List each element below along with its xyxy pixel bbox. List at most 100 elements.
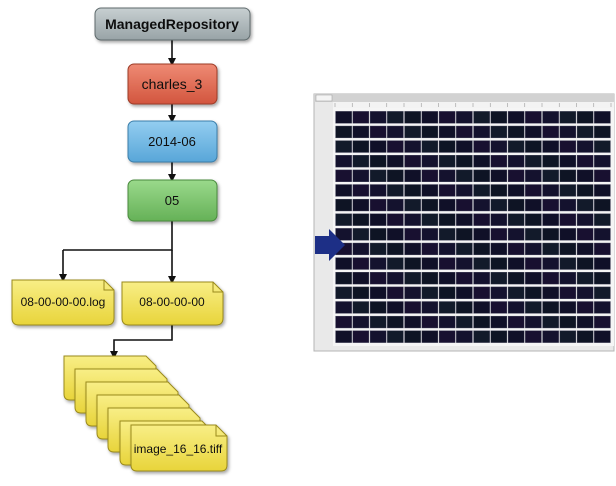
plate-well[interactable] bbox=[421, 242, 439, 256]
plate-well[interactable] bbox=[490, 301, 508, 314]
plate-well[interactable] bbox=[525, 286, 542, 299]
plate-well[interactable] bbox=[559, 228, 577, 241]
plate-well[interactable] bbox=[352, 213, 370, 226]
plate-well[interactable] bbox=[456, 272, 473, 285]
plate-well[interactable] bbox=[421, 111, 439, 124]
plate-well[interactable] bbox=[352, 125, 370, 139]
plate-well[interactable] bbox=[473, 330, 490, 343]
plate-well[interactable] bbox=[369, 111, 387, 124]
plate-well[interactable] bbox=[335, 111, 352, 124]
plate-well[interactable] bbox=[473, 198, 490, 212]
plate-well[interactable] bbox=[456, 125, 473, 139]
plate-well[interactable] bbox=[369, 169, 387, 182]
plate-well[interactable] bbox=[507, 140, 525, 153]
plate-well[interactable] bbox=[490, 257, 508, 270]
plate-well[interactable] bbox=[559, 198, 577, 212]
plate-well[interactable] bbox=[387, 315, 404, 329]
plate-well[interactable] bbox=[421, 315, 439, 329]
plate-well[interactable] bbox=[507, 198, 525, 212]
plate-well[interactable] bbox=[335, 184, 352, 197]
plate-well[interactable] bbox=[576, 330, 594, 343]
plate-well[interactable] bbox=[525, 257, 542, 270]
plate-well[interactable] bbox=[456, 213, 473, 226]
plate-well[interactable] bbox=[507, 155, 525, 168]
plate-well[interactable] bbox=[438, 140, 456, 153]
plate-well[interactable] bbox=[490, 140, 508, 153]
plate-well[interactable] bbox=[594, 286, 611, 299]
plate-well[interactable] bbox=[473, 242, 490, 256]
plate-well[interactable] bbox=[369, 213, 387, 226]
plate-well[interactable] bbox=[369, 184, 387, 197]
plate-well[interactable] bbox=[421, 272, 439, 285]
plate-well[interactable] bbox=[559, 140, 577, 153]
plate-well[interactable] bbox=[490, 286, 508, 299]
plate-well[interactable] bbox=[559, 184, 577, 197]
plate-well[interactable] bbox=[507, 169, 525, 182]
plate-well[interactable] bbox=[542, 330, 559, 343]
plate-well[interactable] bbox=[421, 213, 439, 226]
plate-well[interactable] bbox=[352, 198, 370, 212]
plate-well[interactable] bbox=[404, 330, 421, 343]
plate-well[interactable] bbox=[369, 140, 387, 153]
plate-well[interactable] bbox=[352, 315, 370, 329]
plate-well[interactable] bbox=[490, 169, 508, 182]
plate-well[interactable] bbox=[456, 330, 473, 343]
plate-well[interactable] bbox=[576, 198, 594, 212]
plate-well[interactable] bbox=[369, 242, 387, 256]
plate-well[interactable] bbox=[438, 301, 456, 314]
plate-well[interactable] bbox=[525, 155, 542, 168]
plate-well[interactable] bbox=[473, 286, 490, 299]
plate-well[interactable] bbox=[559, 242, 577, 256]
plate-well[interactable] bbox=[594, 242, 611, 256]
plate-well[interactable] bbox=[404, 228, 421, 241]
plate-well[interactable] bbox=[576, 315, 594, 329]
plate-well[interactable] bbox=[404, 184, 421, 197]
plate-well[interactable] bbox=[335, 228, 352, 241]
plate-well[interactable] bbox=[335, 286, 352, 299]
plate-well[interactable] bbox=[473, 140, 490, 153]
plate-well[interactable] bbox=[594, 228, 611, 241]
plate-well[interactable] bbox=[387, 301, 404, 314]
plate-well[interactable] bbox=[387, 111, 404, 124]
plate-well[interactable] bbox=[438, 242, 456, 256]
plate-well[interactable] bbox=[542, 213, 559, 226]
plate-well[interactable] bbox=[594, 111, 611, 124]
plate-well[interactable] bbox=[438, 286, 456, 299]
plate-well[interactable] bbox=[576, 301, 594, 314]
plate-well[interactable] bbox=[594, 155, 611, 168]
plate-well[interactable] bbox=[352, 286, 370, 299]
plate-well[interactable] bbox=[421, 198, 439, 212]
plate-well[interactable] bbox=[387, 169, 404, 182]
plate-well[interactable] bbox=[542, 111, 559, 124]
plate-well[interactable] bbox=[576, 184, 594, 197]
plate-well[interactable] bbox=[542, 155, 559, 168]
plate-well[interactable] bbox=[352, 184, 370, 197]
plate-well[interactable] bbox=[369, 228, 387, 241]
plate-well[interactable] bbox=[421, 184, 439, 197]
plate-well[interactable] bbox=[352, 155, 370, 168]
plate-well[interactable] bbox=[525, 169, 542, 182]
plate-well[interactable] bbox=[559, 125, 577, 139]
plate-well[interactable] bbox=[576, 155, 594, 168]
plate-well[interactable] bbox=[594, 140, 611, 153]
plate-well[interactable] bbox=[421, 330, 439, 343]
plate-well[interactable] bbox=[352, 330, 370, 343]
plate-well[interactable] bbox=[559, 286, 577, 299]
plate-well[interactable] bbox=[438, 330, 456, 343]
plate-well[interactable] bbox=[369, 301, 387, 314]
plate-well[interactable] bbox=[525, 330, 542, 343]
plate-well[interactable] bbox=[542, 272, 559, 285]
plate-well[interactable] bbox=[438, 169, 456, 182]
plate-well[interactable] bbox=[352, 242, 370, 256]
plate-well[interactable] bbox=[507, 228, 525, 241]
plate-well[interactable] bbox=[542, 184, 559, 197]
plate-well[interactable] bbox=[542, 242, 559, 256]
plate-well[interactable] bbox=[335, 140, 352, 153]
plate-well[interactable] bbox=[525, 213, 542, 226]
plate-well[interactable] bbox=[507, 111, 525, 124]
plate-well[interactable] bbox=[576, 257, 594, 270]
plate-well[interactable] bbox=[559, 257, 577, 270]
plate-well[interactable] bbox=[438, 184, 456, 197]
plate-well[interactable] bbox=[335, 272, 352, 285]
plate-well[interactable] bbox=[525, 140, 542, 153]
